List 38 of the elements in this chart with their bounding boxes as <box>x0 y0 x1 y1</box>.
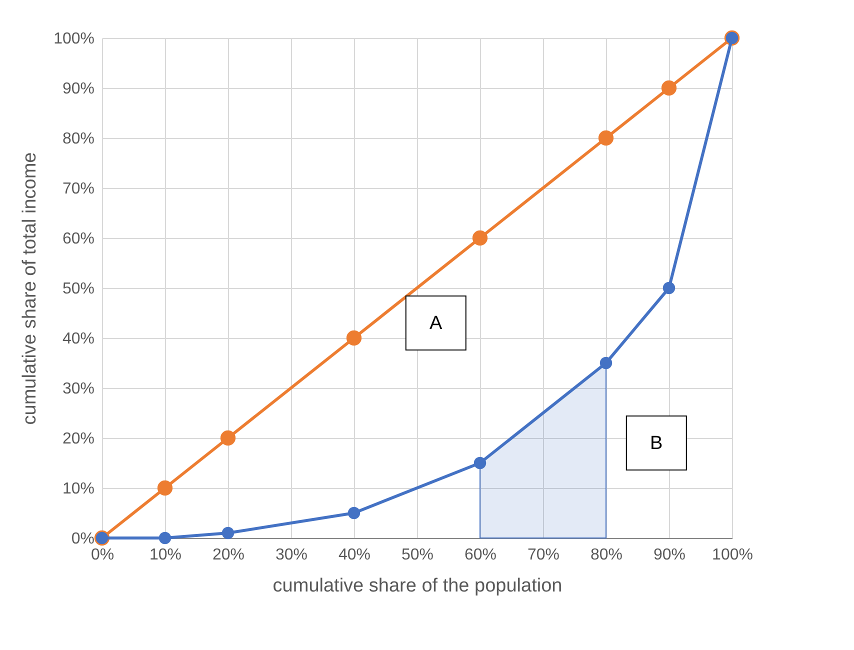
point <box>220 430 236 446</box>
annotation: B <box>650 433 663 454</box>
x-tick-label: 20% <box>212 546 245 564</box>
x-axis-title: cumulative share of the population <box>272 576 562 596</box>
y-tick-label: 70% <box>62 180 94 198</box>
point <box>222 526 234 540</box>
y-tick-label: 10% <box>62 480 94 498</box>
y-tick-label: 90% <box>62 80 94 98</box>
point <box>158 532 172 544</box>
point <box>346 330 362 346</box>
x-tick-label: 70% <box>527 546 560 564</box>
point <box>661 80 677 96</box>
point <box>598 130 614 146</box>
point <box>472 230 488 246</box>
y-tick-label: 20% <box>62 430 94 448</box>
y-axis-title: cumulative share of total income <box>20 152 41 425</box>
y-tick-label: 50% <box>62 280 94 298</box>
x-tick-label: 10% <box>149 546 182 564</box>
y-tick-label: 100% <box>54 30 94 48</box>
x-tick-label: 60% <box>464 546 497 564</box>
x-tick-label: 40% <box>338 546 371 564</box>
point <box>662 282 676 294</box>
x-tick-label: 50% <box>401 546 434 564</box>
y-tick-label: 60% <box>62 230 94 248</box>
point <box>600 356 612 370</box>
point <box>474 456 486 470</box>
point <box>348 506 360 520</box>
annotation: A <box>430 313 443 334</box>
x-tick-label: 0% <box>90 546 114 564</box>
y-tick-label: 80% <box>62 130 94 148</box>
x-tick-label: 90% <box>653 546 686 564</box>
y-tick-label: 30% <box>62 380 94 398</box>
y-tick-label: 40% <box>62 330 94 348</box>
x-tick-label: 80% <box>590 546 623 564</box>
point <box>157 480 173 496</box>
x-tick-label: 100% <box>712 546 753 564</box>
x-tick-label: 30% <box>275 546 308 564</box>
y-tick-label: 0% <box>71 530 94 548</box>
